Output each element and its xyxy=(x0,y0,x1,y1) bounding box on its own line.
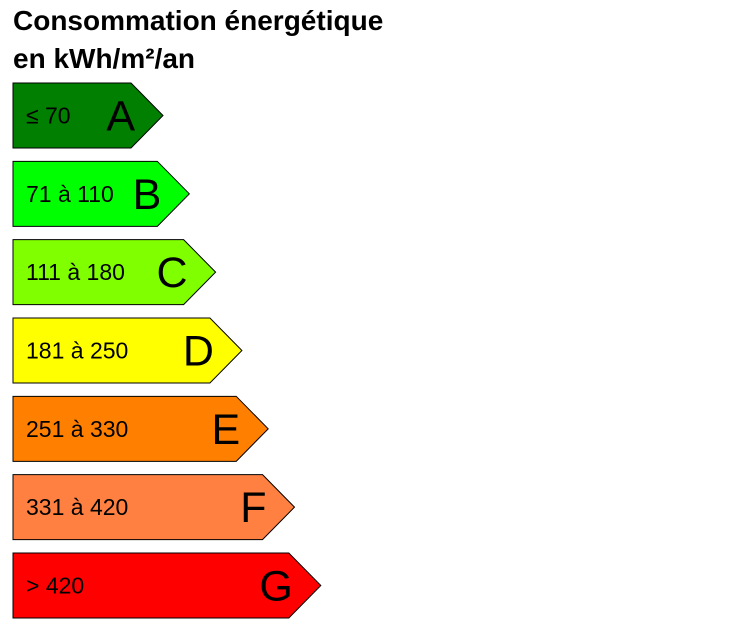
class-e-arrow xyxy=(12,395,269,462)
class-d-range: 181 à 250 xyxy=(26,337,128,363)
class-g-letter: G xyxy=(259,562,292,610)
class-f-letter: F xyxy=(240,484,266,532)
chart-title: Consommation énergétique en kWh/m²/an xyxy=(13,2,383,78)
class-e-letter: E xyxy=(212,406,241,454)
class-f-range: 331 à 420 xyxy=(26,494,128,520)
class-a-range: ≤ 70 xyxy=(26,103,71,129)
class-g-range: > 420 xyxy=(26,572,84,598)
class-d-letter: D xyxy=(183,327,214,375)
class-c-letter: C xyxy=(157,249,188,297)
energy-class-f: 331 à 420 F xyxy=(12,474,296,541)
class-c-range: 111 à 180 xyxy=(26,259,125,285)
energy-class-e: 251 à 330 E xyxy=(12,395,269,462)
class-d-arrow xyxy=(12,317,243,384)
class-b-arrow xyxy=(12,160,191,227)
title-line-1: Consommation énergétique xyxy=(13,5,384,36)
class-c-arrow xyxy=(12,239,217,306)
title-line-2: en kWh/m²/an xyxy=(13,43,196,74)
class-f-arrow xyxy=(12,474,296,541)
energy-class-c: 111 à 180 C xyxy=(12,239,217,306)
class-g-arrow xyxy=(12,552,322,619)
energy-class-d: 181 à 250 D xyxy=(12,317,243,384)
class-a-letter: A xyxy=(106,93,135,141)
class-b-range: 71 à 110 xyxy=(26,181,114,207)
energy-class-a: ≤ 70 A xyxy=(12,82,164,149)
energy-class-b: 71 à 110 B xyxy=(12,160,191,227)
class-b-letter: B xyxy=(133,171,162,219)
class-e-range: 251 à 330 xyxy=(26,416,128,442)
class-a-arrow xyxy=(12,82,164,149)
energy-class-g: > 420 G xyxy=(12,552,322,619)
